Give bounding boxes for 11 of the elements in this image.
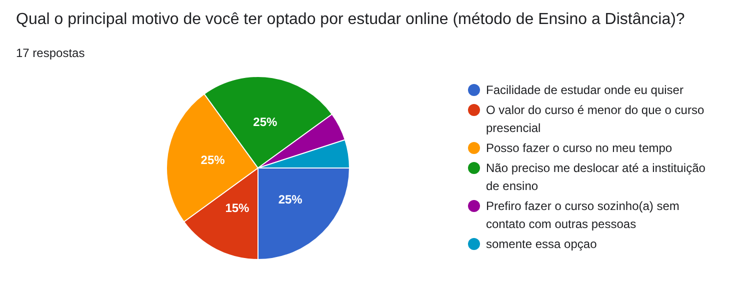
legend-label: Posso fazer o curso no meu tempo <box>486 140 672 157</box>
data-label: 25% <box>278 192 303 207</box>
data-label: 25% <box>200 153 226 168</box>
text: 17 respostas <box>15 46 86 60</box>
legend-label: somente essa opçao <box>486 236 597 253</box>
data-label: 15% <box>225 201 250 216</box>
data-label: 25% <box>253 115 278 130</box>
legend-label: Não preciso me deslocar até a instituição de ensino <box>486 160 706 195</box>
chart-title: Qual o principal motivo de você ter optado por estudar online (método de Ensino a Distância)? <box>15 10 686 30</box>
legend-label: Facilidade de estudar onde eu quiser <box>486 82 684 99</box>
legend-label: O valor do curso é menor do que o curso presencial <box>486 102 706 137</box>
